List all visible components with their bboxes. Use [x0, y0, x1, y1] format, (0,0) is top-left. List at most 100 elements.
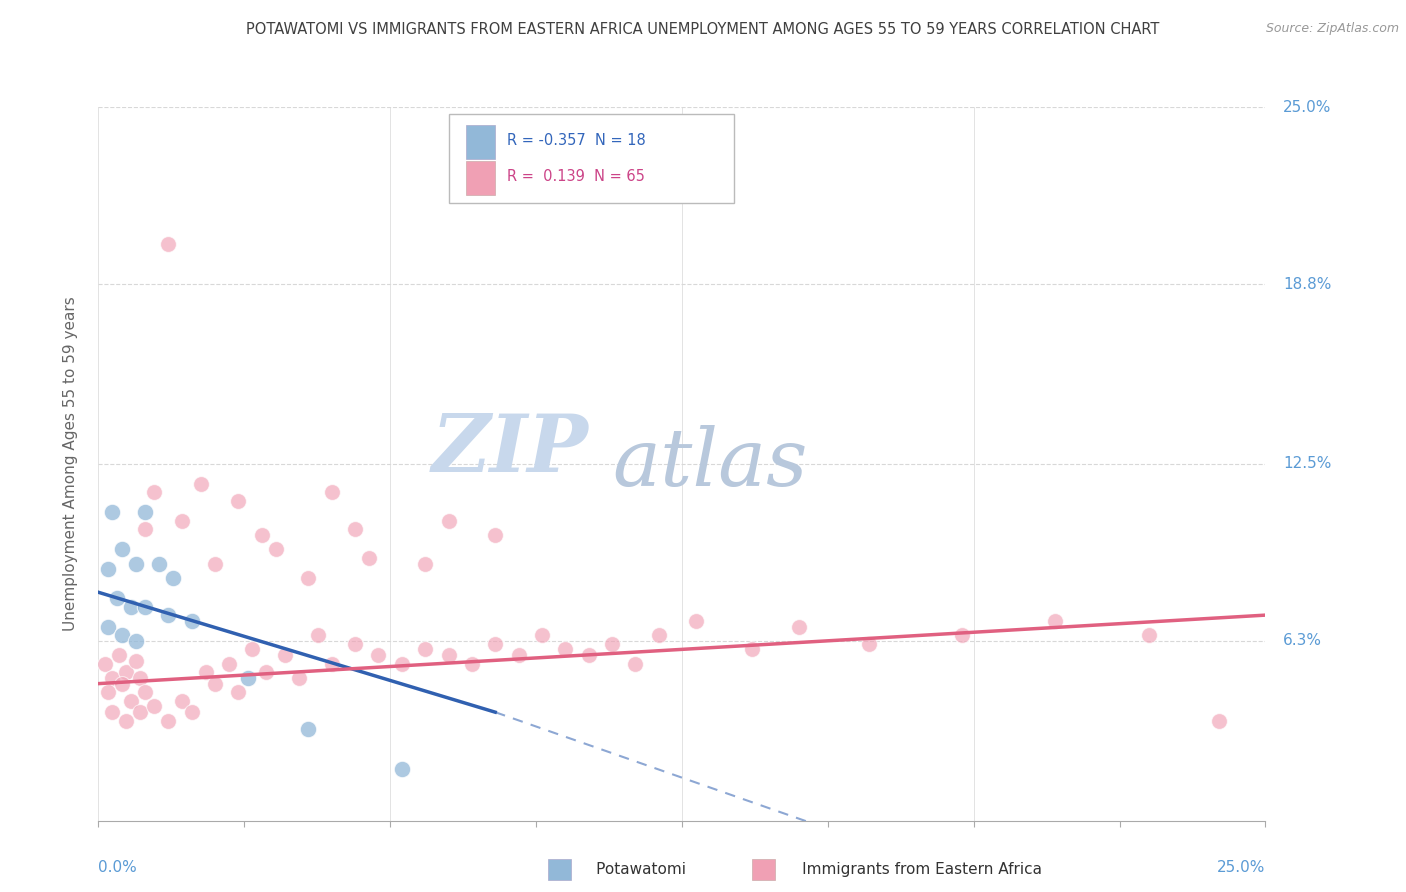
Point [204, 557, 226, 571]
Point [101, 671, 124, 685]
FancyBboxPatch shape [449, 114, 734, 203]
Point [143, 485, 166, 500]
Point [125, 633, 148, 648]
Point [97, 619, 120, 633]
Point [1208, 714, 1230, 728]
Point [172, 694, 194, 708]
Point [134, 505, 156, 519]
Point [101, 505, 124, 519]
Point [437, 514, 460, 528]
Point [530, 628, 553, 642]
Point [685, 614, 707, 628]
Point [157, 608, 180, 623]
Point [367, 648, 389, 662]
Text: Source: ZipAtlas.com: Source: ZipAtlas.com [1265, 22, 1399, 36]
Point [413, 642, 436, 657]
Point [162, 571, 184, 585]
Point [274, 648, 297, 662]
Text: 0.0%: 0.0% [98, 860, 138, 875]
Point [321, 657, 343, 671]
Point [194, 665, 217, 680]
Point [125, 557, 148, 571]
Point [297, 723, 319, 737]
Point [256, 665, 278, 680]
Point [204, 676, 226, 690]
Point [101, 705, 124, 719]
Point [129, 705, 152, 719]
Point [134, 599, 156, 614]
Point [600, 637, 623, 651]
Point [105, 591, 128, 605]
Point [321, 485, 343, 500]
Point [111, 676, 134, 690]
Point [180, 705, 202, 719]
Point [218, 657, 240, 671]
Point [157, 237, 180, 252]
Point [94, 657, 117, 671]
FancyBboxPatch shape [465, 161, 495, 194]
Point [578, 648, 600, 662]
Point [264, 542, 287, 557]
Text: 12.5%: 12.5% [1282, 457, 1331, 471]
Point [484, 637, 506, 651]
Point [97, 685, 120, 699]
Y-axis label: Unemployment Among Ages 55 to 59 years: Unemployment Among Ages 55 to 59 years [63, 296, 77, 632]
Text: 18.8%: 18.8% [1282, 277, 1331, 292]
Point [391, 762, 413, 776]
Point [413, 557, 436, 571]
Point [157, 714, 180, 728]
Point [111, 628, 134, 642]
Text: 25.0%: 25.0% [1218, 860, 1265, 875]
Point [228, 494, 250, 508]
Text: R =  0.139  N = 65: R = 0.139 N = 65 [506, 169, 645, 184]
Point [97, 562, 120, 576]
Point [190, 476, 212, 491]
Point [950, 628, 973, 642]
Point [344, 637, 367, 651]
Point [391, 657, 413, 671]
Point [236, 671, 259, 685]
Text: atlas: atlas [612, 425, 807, 502]
Point [125, 654, 148, 668]
Point [297, 571, 319, 585]
Point [624, 657, 647, 671]
Text: 25.0%: 25.0% [1282, 100, 1331, 114]
Text: 6.3%: 6.3% [1282, 633, 1322, 648]
Text: ZIP: ZIP [432, 411, 589, 488]
Text: Potawatomi: Potawatomi [562, 863, 686, 877]
Point [461, 657, 484, 671]
Point [108, 648, 131, 662]
Point [508, 648, 530, 662]
Point [180, 614, 202, 628]
Point [129, 671, 152, 685]
Point [344, 523, 367, 537]
Point [120, 694, 142, 708]
Text: POTAWATOMI VS IMMIGRANTS FROM EASTERN AFRICA UNEMPLOYMENT AMONG AGES 55 TO 59 YE: POTAWATOMI VS IMMIGRANTS FROM EASTERN AF… [246, 22, 1160, 37]
Point [134, 523, 156, 537]
Point [172, 514, 194, 528]
Point [115, 665, 138, 680]
Point [120, 599, 142, 614]
Point [134, 685, 156, 699]
Point [437, 648, 460, 662]
Point [242, 642, 264, 657]
Point [143, 699, 166, 714]
Point [484, 528, 506, 542]
Point [554, 642, 576, 657]
Point [115, 714, 138, 728]
Point [228, 685, 250, 699]
Point [647, 628, 669, 642]
Point [250, 528, 273, 542]
Point [307, 628, 329, 642]
Point [359, 551, 381, 566]
Text: R = -0.357  N = 18: R = -0.357 N = 18 [506, 133, 645, 148]
Point [787, 619, 810, 633]
Point [148, 557, 170, 571]
Text: Immigrants from Eastern Africa: Immigrants from Eastern Africa [768, 863, 1042, 877]
FancyBboxPatch shape [465, 125, 495, 159]
Point [858, 637, 880, 651]
Point [288, 671, 311, 685]
Point [741, 642, 763, 657]
Point [1137, 628, 1160, 642]
Point [111, 542, 134, 557]
